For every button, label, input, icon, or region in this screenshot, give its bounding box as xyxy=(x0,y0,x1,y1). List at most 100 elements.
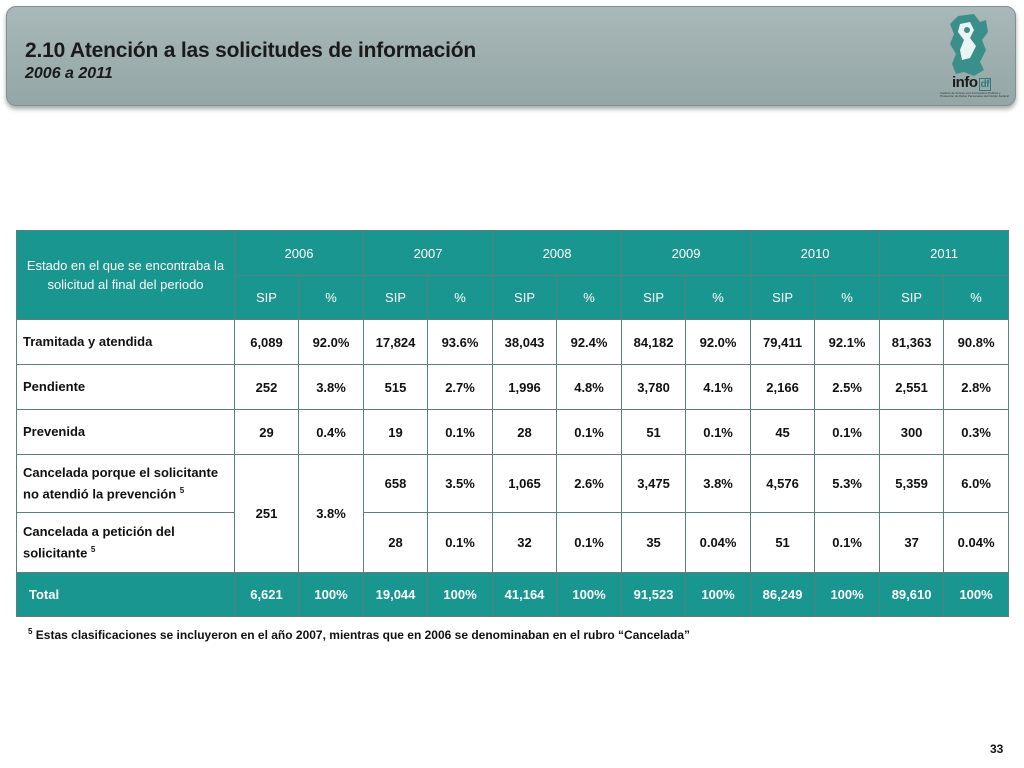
table-cell: 51 xyxy=(621,409,687,455)
table-cell: 0.1% xyxy=(427,512,494,573)
table-cell: 5.3% xyxy=(814,454,881,513)
table-cell: 5,359 xyxy=(879,454,945,513)
table-cell: 0.1% xyxy=(556,409,623,455)
sip-header: SIP xyxy=(234,275,299,320)
table-cell: 0.1% xyxy=(556,512,623,573)
total-cell: 6,621 xyxy=(234,572,299,617)
infodf-logo-icon xyxy=(950,14,988,76)
table-row: Prevenida 29 0.4% 19 0.1% 28 0.1% 51 0.1% 45 0.1% 3… xyxy=(16,409,1010,455)
pct-header: % xyxy=(814,275,881,320)
sip-header: SIP xyxy=(492,275,558,320)
table-cell: 0.04% xyxy=(685,512,752,573)
total-cell: 100% xyxy=(297,572,365,617)
header-estado: Estado en el que se encontraba la solici… xyxy=(16,230,235,320)
table-cell: 93.6% xyxy=(427,319,494,365)
table-cell: 2.5% xyxy=(814,364,881,410)
row-label: Cancelada porque el solicitante no atend… xyxy=(16,454,235,513)
table-cell: 3.5% xyxy=(427,454,494,513)
table-cell: 0.1% xyxy=(814,409,881,455)
sip-header: SIP xyxy=(363,275,429,320)
pct-header: % xyxy=(685,275,752,320)
table-cell: 2,166 xyxy=(750,364,816,410)
table-cell: 19 xyxy=(363,409,429,455)
table-cell: 2.8% xyxy=(943,364,1010,410)
table-cell: 3.8% xyxy=(685,454,752,513)
table-cell: 29 xyxy=(234,409,299,455)
table-cell: 92.4% xyxy=(556,319,623,365)
pct-header: % xyxy=(427,275,494,320)
page-title: 2.10 Atención a las solicitudes de infor… xyxy=(25,39,476,62)
total-cell: 100% xyxy=(685,572,752,617)
total-cell: 100% xyxy=(427,572,494,617)
table-cell: 28 xyxy=(363,512,429,573)
table-cell: 90.8% xyxy=(943,319,1010,365)
table-cell: 1,996 xyxy=(492,364,558,410)
table-cell: 37 xyxy=(879,512,945,573)
year-header: 2008 xyxy=(492,230,623,276)
year-header: 2006 xyxy=(233,230,365,276)
table-cell: 0.4% xyxy=(297,409,365,455)
table-cell: 0.1% xyxy=(427,409,494,455)
row-label: Pendiente xyxy=(16,364,235,410)
total-cell: 100% xyxy=(556,572,623,617)
year-header: 2007 xyxy=(363,230,494,276)
table-cell: 92.0% xyxy=(297,319,365,365)
table-cell: 2.6% xyxy=(556,454,623,513)
row-label: Prevenida xyxy=(16,409,235,455)
table-cell: 1,065 xyxy=(492,454,558,513)
table-cell: 0.04% xyxy=(943,512,1010,573)
table-cell: 17,824 xyxy=(363,319,429,365)
table-cell: 4,576 xyxy=(750,454,816,513)
table-cell: 45 xyxy=(750,409,816,455)
table-cell: 3,475 xyxy=(621,454,687,513)
table-cell: 0.1% xyxy=(685,409,752,455)
footnote: 5 Estas clasificaciones se incluyeron en… xyxy=(28,627,691,642)
table-cell: 0.1% xyxy=(814,512,881,573)
pct-header: % xyxy=(556,275,623,320)
year-header: 2009 xyxy=(621,230,752,276)
table-row: Tramitada y atendida 6,089 92.0% 17,824 93.6… xyxy=(16,319,1010,365)
total-cell: 41,164 xyxy=(492,572,558,617)
total-cell: 19,044 xyxy=(363,572,429,617)
sip-header: SIP xyxy=(879,275,945,320)
requests-table: Estado en el que se encontraba la solici… xyxy=(16,230,1010,617)
table-cell: 252 xyxy=(234,364,299,410)
slide-header: 2.10 Atención a las solicitudes de infor… xyxy=(6,6,1016,106)
table-cell: 81,363 xyxy=(879,319,945,365)
table-cell: 92.0% xyxy=(685,319,752,365)
table-cell: 515 xyxy=(363,364,429,410)
table-cell: 3.8% xyxy=(297,364,365,410)
table-cell: 251 xyxy=(234,454,299,573)
total-cell: 89,610 xyxy=(879,572,945,617)
row-label: Cancelada a petición del solicitante 5 xyxy=(16,512,235,573)
table-cell: 6,089 xyxy=(234,319,299,365)
table-cell: 28 xyxy=(492,409,558,455)
table-cell: 79,411 xyxy=(750,319,816,365)
page-subtitle: 2006 a 2011 xyxy=(25,65,113,82)
pct-header: % xyxy=(943,275,1010,320)
table-row: Pendiente 252 3.8% 515 2.7% 1,996 4.8% 3,780 4.1… xyxy=(16,364,1010,410)
table-cell: 3,780 xyxy=(621,364,687,410)
table-cell: 300 xyxy=(879,409,945,455)
table-row: Cancelada a petición del solicitante 5 28… xyxy=(16,512,1010,573)
table-cell: 0.3% xyxy=(943,409,1010,455)
table-cell: 51 xyxy=(750,512,816,573)
table-cell: 3.8% xyxy=(297,454,365,573)
logo-caption: Instituto de Acceso a la Información Púb… xyxy=(940,91,1009,98)
table-cell: 84,182 xyxy=(621,319,687,365)
table-cell: 32 xyxy=(492,512,558,573)
page-number: 33 xyxy=(990,742,1004,756)
sip-header: SIP xyxy=(621,275,687,320)
total-cell: 91,523 xyxy=(621,572,687,617)
table-cell: 35 xyxy=(621,512,687,573)
logo-wordmark: info df xyxy=(952,74,991,91)
year-header: 2011 xyxy=(879,230,1010,276)
table-cell: 2,551 xyxy=(879,364,945,410)
pct-header: % xyxy=(297,275,365,320)
table-cell: 92.1% xyxy=(814,319,881,365)
total-label: Total xyxy=(16,572,235,617)
table-row: Cancelada porque el solicitante no atend… xyxy=(16,454,1010,573)
total-cell: 86,249 xyxy=(750,572,816,617)
table-cell: 6.0% xyxy=(943,454,1010,513)
total-cell: 100% xyxy=(943,572,1010,617)
